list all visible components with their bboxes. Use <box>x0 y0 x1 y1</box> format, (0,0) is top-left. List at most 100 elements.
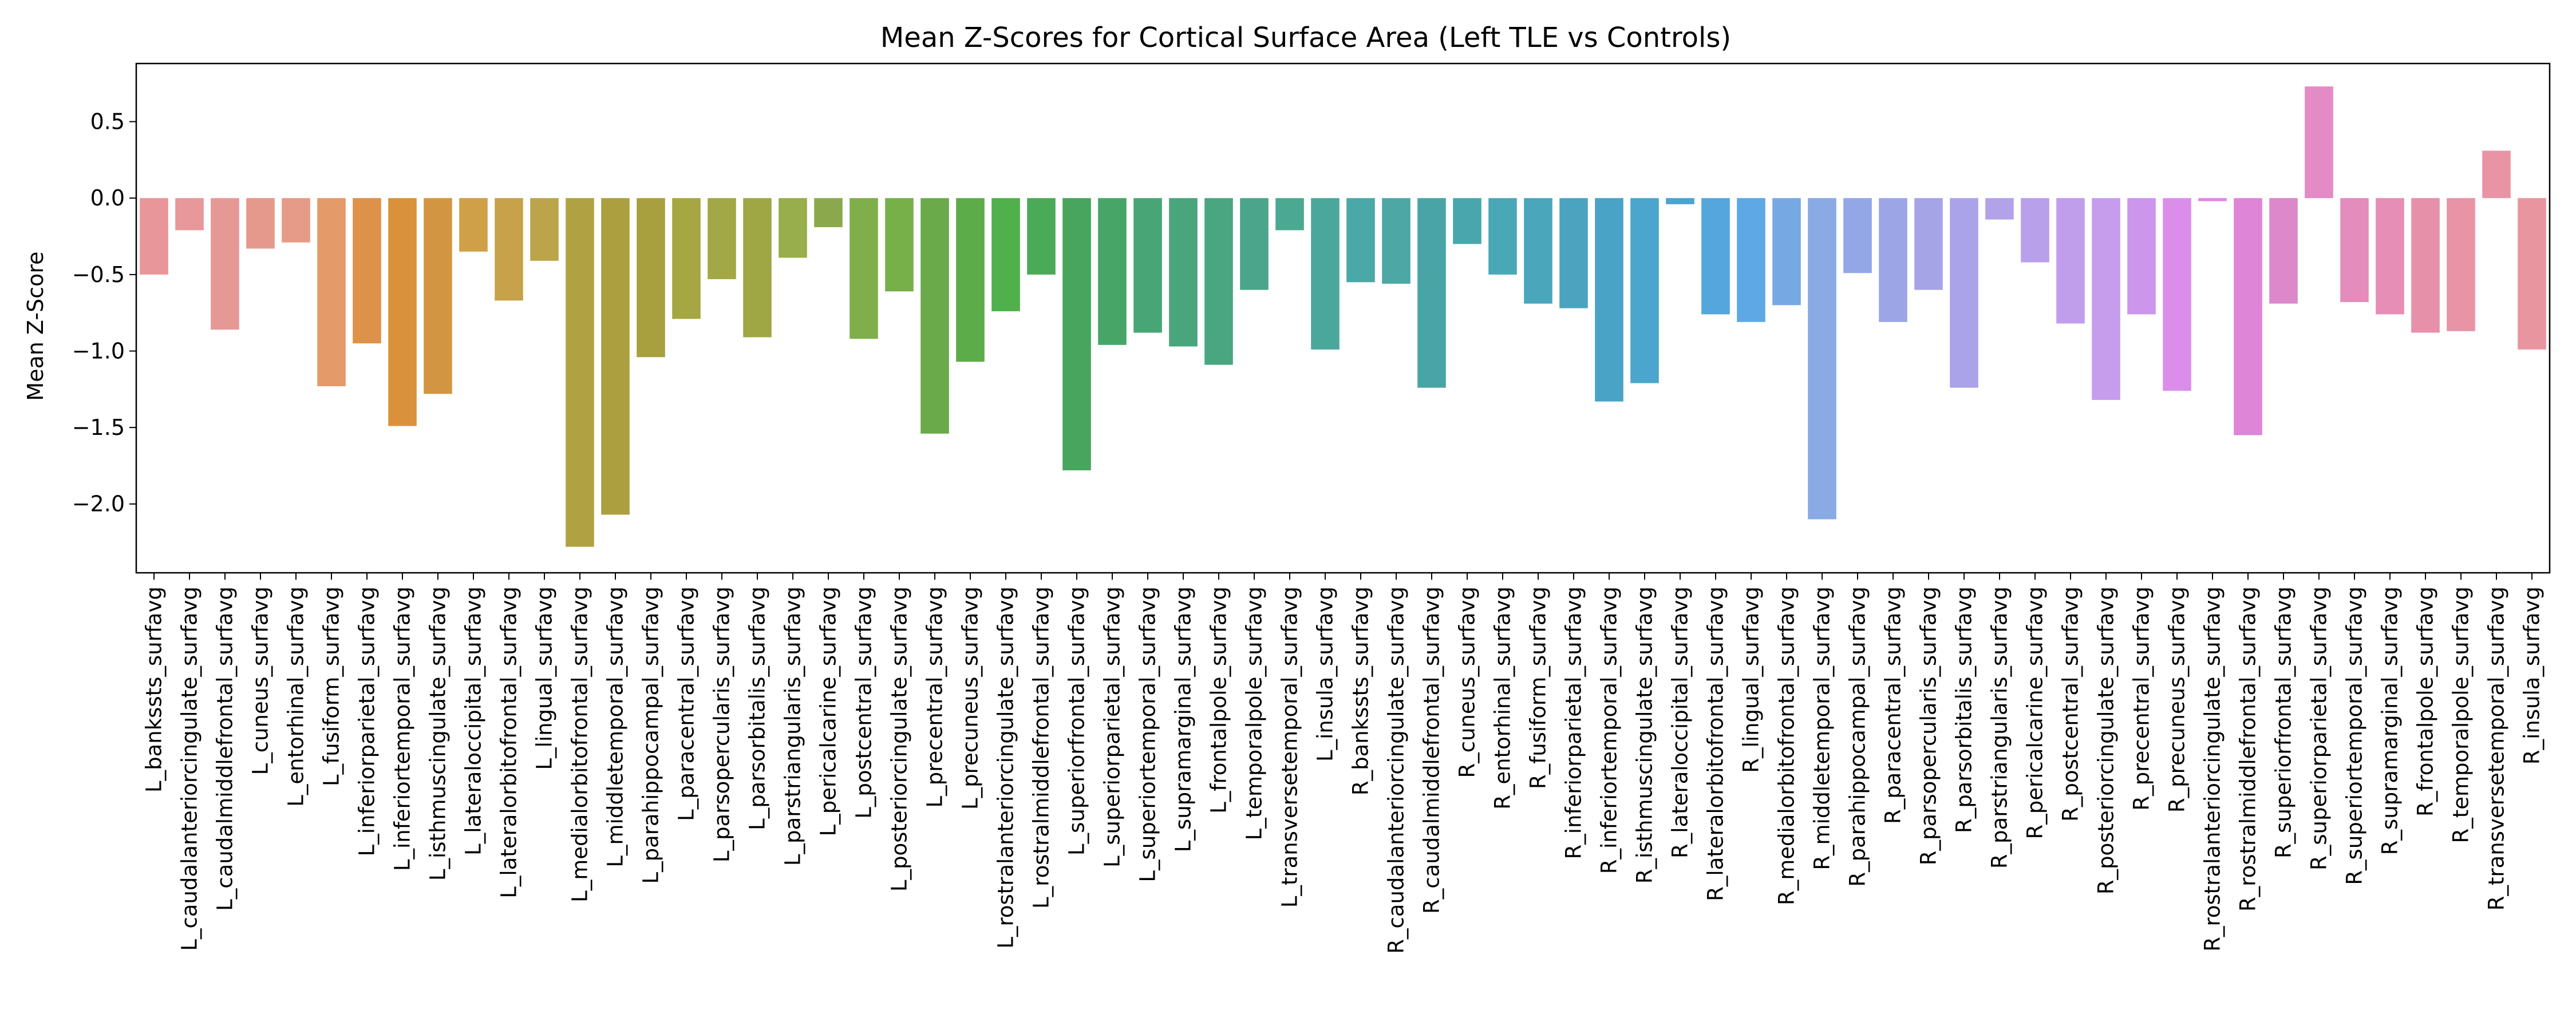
bar-L_transversetemporal_surfavg <box>1275 198 1304 231</box>
bar-R_insula_surfavg <box>2518 198 2546 350</box>
y-axis-label: Mean Z-Score <box>23 251 48 401</box>
bar-R_paracentral_surfavg <box>1879 198 1907 322</box>
x-tick-label: L_middletemporal_surfavg <box>603 587 628 867</box>
bar-R_temporalpole_surfavg <box>2447 198 2475 331</box>
x-tick-label: L_isthmuscingulate_surfavg <box>426 587 451 881</box>
bar-R_rostralmiddlefrontal_surfavg <box>2234 198 2262 435</box>
bar-R_rostralanteriorcingulate_surfavg <box>2198 198 2227 201</box>
x-tick-label: R_superiorparietal_surfavg <box>2307 587 2332 870</box>
x-tick-label: L_posteriorcingulate_surfavg <box>887 587 912 892</box>
bar-R_precuneus_surfavg <box>2163 198 2191 391</box>
bar-L_caudalmiddlefrontal_surfavg <box>211 198 239 330</box>
y-tick-label: −1.5 <box>72 415 125 440</box>
bar-L_parsorbitalis_surfavg <box>743 198 772 338</box>
x-tick-label: R_lingual_surfavg <box>1739 587 1764 773</box>
bar-R_posteriorcingulate_surfavg <box>2092 198 2120 400</box>
bar-L_supramarginal_surfavg <box>1169 198 1198 347</box>
bar-L_bankssts_surfavg <box>140 198 168 275</box>
x-tick-label: L_parstriangularis_surfavg <box>781 587 805 866</box>
x-tick-label: R_postcentral_surfavg <box>2059 587 2083 822</box>
y-tick-label: 0.5 <box>90 109 125 134</box>
bar-L_parsopercularis_surfavg <box>708 198 736 279</box>
bar-R_supramarginal_surfavg <box>2376 198 2404 315</box>
x-tick-label: R_isthmuscingulate_surfavg <box>1633 587 1657 884</box>
x-tick-label: R_bankssts_surfavg <box>1349 587 1373 795</box>
bar-R_fusiform_surfavg <box>1524 198 1552 304</box>
x-tick-label: L_superiorfrontal_surfavg <box>1065 587 1089 855</box>
bar-R_precentral_surfavg <box>2127 198 2156 315</box>
x-tick-label: R_medialorbitofrontal_surfavg <box>1775 587 1799 905</box>
bar-R_parsopercularis_surfavg <box>1914 198 1943 290</box>
bar-L_posteriorcingulate_surfavg <box>885 198 914 292</box>
bar-L_rostralanteriorcingulate_surfavg <box>991 198 1020 311</box>
bar-L_parstriangularis_surfavg <box>779 198 807 258</box>
plot-frame <box>135 62 2551 574</box>
x-tick-label: R_inferiorparietal_surfavg <box>1562 587 1586 859</box>
x-tick-label: R_caudalmiddlefrontal_surfavg <box>1420 587 1444 914</box>
x-tick-label: L_parsopercularis_surfavg <box>710 587 734 862</box>
bar-L_temporalpole_surfavg <box>1240 198 1269 290</box>
bar-R_parahippocampal_surfavg <box>1843 198 1872 274</box>
x-tick-label: R_lateralorbitofrontal_surfavg <box>1704 587 1728 901</box>
x-tick-label: L_transversetemporal_surfavg <box>1278 587 1302 908</box>
x-tick-label: L_fusiform_surfavg <box>319 587 344 786</box>
x-tick-label: R_middletemporal_surfavg <box>1810 587 1835 870</box>
x-tick-label: L_lingual_surfavg <box>532 587 557 770</box>
x-tick-label: R_superiorfrontal_surfavg <box>2271 587 2296 858</box>
x-tick-label: R_lateraloccipital_surfavg <box>1668 587 1693 858</box>
y-tick-label: −1.0 <box>72 338 125 363</box>
bar-L_cuneus_surfavg <box>246 198 275 249</box>
x-tick-label: R_fusiform_surfavg <box>1526 587 1551 789</box>
bar-L_parahippocampal_surfavg <box>637 198 665 358</box>
x-tick-label: R_parahippocampal_surfavg <box>1846 587 1870 887</box>
y-tick-label: 0.0 <box>90 185 125 211</box>
bar-R_cuneus_surfavg <box>1453 198 1481 244</box>
x-tick-label: L_frontalpole_surfavg <box>1207 587 1231 814</box>
bar-L_insula_surfavg <box>1311 198 1340 350</box>
bar-L_paracentral_surfavg <box>672 198 701 319</box>
bar-L_inferiorparietal_surfavg <box>353 198 381 344</box>
bar-R_medialorbitofrontal_surfavg <box>1772 198 1801 306</box>
x-tick-label: L_superiortemporal_surfavg <box>1136 587 1160 882</box>
bar-R_caudalmiddlefrontal_surfavg <box>1417 198 1446 388</box>
x-tick-label: R_parsorbitalis_surfavg <box>1952 587 1977 833</box>
x-tick-label: L_paracentral_surfavg <box>674 587 699 821</box>
x-tick-label: L_inferiortemporal_surfavg <box>390 587 415 871</box>
bar-R_parstriangularis_surfavg <box>1985 198 2014 220</box>
bar-R_frontalpole_surfavg <box>2411 198 2440 333</box>
x-tick-label: R_supramarginal_surfavg <box>2378 587 2403 855</box>
bar-L_caudalanteriorcingulate_surfavg <box>175 198 204 231</box>
bar-L_superiortemporal_surfavg <box>1133 198 1162 333</box>
x-tick-label: L_parahippocampal_surfavg <box>639 587 663 884</box>
bar-L_frontalpole_surfavg <box>1204 198 1233 365</box>
bar-R_caudalanteriorcingulate_surfavg <box>1382 198 1411 284</box>
x-tick-label: L_inferiorparietal_surfavg <box>355 587 380 856</box>
x-tick-label: L_caudalmiddlefrontal_surfavg <box>213 587 238 911</box>
x-tick-label: L_rostralmiddlefrontal_surfavg <box>1029 587 1054 909</box>
bar-L_postcentral_surfavg <box>850 198 878 339</box>
x-tick-label: R_posteriorcingulate_surfavg <box>2094 587 2119 894</box>
y-axis-ticks: −2.0 −1.5 −1.0 −0.5 0.0 0.5 <box>72 109 136 517</box>
bar-L_medialorbitofrontal_surfavg <box>566 198 594 547</box>
bar-L_superiorfrontal_surfavg <box>1062 198 1091 470</box>
x-tick-label: R_paracentral_surfavg <box>1881 587 1906 824</box>
x-tick-label: R_rostralanteriorcingulate_surfavg <box>2200 587 2225 952</box>
x-axis-ticks: L_bankssts_surfavg L_caudalanteriorcingul… <box>142 573 2545 954</box>
bar-R_lateraloccipital_surfavg <box>1666 198 1694 204</box>
x-tick-label: R_frontalpole_surfavg <box>2413 587 2438 817</box>
x-tick-label: R_precentral_surfavg <box>2129 587 2154 811</box>
bar-L_fusiform_surfavg <box>317 198 346 386</box>
y-tick-label: −2.0 <box>72 492 125 517</box>
x-tick-label: R_temporalpole_surfavg <box>2449 587 2474 843</box>
x-tick-label: L_entorhinal_surfavg <box>284 587 309 807</box>
bar-R_superiorparietal_surfavg <box>2305 86 2333 199</box>
bar-R_lateralorbitofrontal_surfavg <box>1701 198 1730 315</box>
x-tick-label: L_parsorbitalis_surfavg <box>745 587 770 830</box>
x-tick-label: R_transversetemporal_surfavg <box>2484 587 2509 910</box>
x-tick-label: L_insula_surfavg <box>1313 587 1338 762</box>
bar-R_lingual_surfavg <box>1737 198 1765 322</box>
bar-R_superiorfrontal_surfavg <box>2269 198 2298 304</box>
bars-group <box>140 86 2546 547</box>
x-tick-label: L_bankssts_surfavg <box>142 587 167 793</box>
x-tick-label: L_precuneus_surfavg <box>958 587 983 810</box>
